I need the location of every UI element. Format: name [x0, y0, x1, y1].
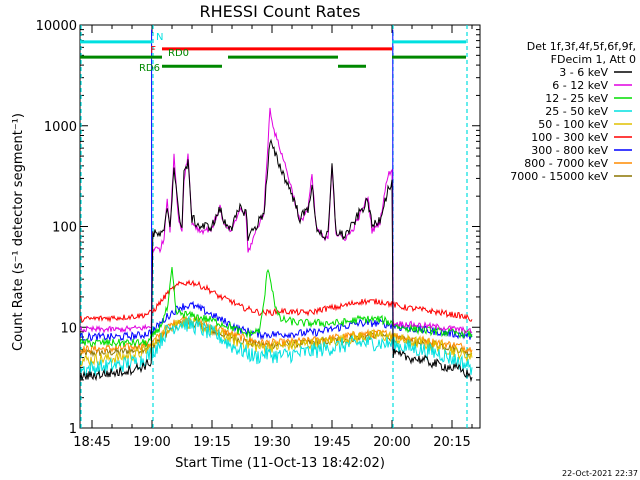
legend: Det 1f,3f,4f,5f,6f,9f,FDecim 1, Att 03 -…: [510, 40, 636, 183]
y-tick-label: 10: [60, 321, 77, 336]
flag-label: N: [156, 32, 163, 43]
flag-label: RD6: [139, 63, 160, 74]
series-line-6-12keV: [80, 107, 473, 335]
y-tick-label: 10000: [36, 19, 77, 34]
flag-label: F: [150, 45, 156, 56]
series-line-50-100keV: [80, 317, 473, 367]
x-tick-label: 20:15: [433, 435, 470, 450]
x-axis-label: Start Time (11-Oct-13 18:42:02): [175, 456, 385, 471]
legend-entry-label: 100 - 300 keV: [531, 131, 608, 144]
x-tick-label: 18:45: [73, 435, 110, 450]
y-axis-label: Count Rate (s⁻¹ detector segment⁻¹): [11, 113, 26, 351]
legend-entry-label: 300 - 800 keV: [531, 144, 608, 157]
footer-date: 22-Oct-2021 22:37: [562, 469, 638, 478]
y-tick-label: 100: [52, 221, 77, 236]
x-tick-label: 19:15: [193, 435, 230, 450]
series-group: [80, 25, 473, 428]
series-line-100-300keV: [80, 279, 473, 324]
legend-header: FDecim 1, Att 0: [551, 53, 636, 66]
legend-entry-label: 50 - 100 keV: [538, 118, 608, 131]
legend-entry-label: 3 - 6 keV: [559, 66, 608, 79]
series-line-3-6keV: [80, 138, 473, 383]
flag-label: RD0: [168, 48, 189, 59]
legend-entry-label: 800 - 7000 keV: [524, 157, 608, 170]
y-tick-label: 1: [69, 422, 77, 437]
x-tick-label: 19:30: [253, 435, 290, 450]
legend-entry-label: 7000 - 15000 keV: [510, 170, 608, 183]
plot-area: 1 10 100 1000 10000 18:45 19:00 19:15 19:30 19:45…: [36, 19, 481, 450]
legend-entry-label: 12 - 25 keV: [545, 92, 608, 105]
legend-entry-label: 6 - 12 keV: [552, 79, 608, 92]
series-line-12-25keV: [80, 267, 473, 349]
x-tick-label: 20:00: [373, 435, 410, 450]
legend-entry-label: 25 - 50 keV: [545, 105, 608, 118]
x-tick-label: 19:00: [133, 435, 170, 450]
x-tick-label: 19:45: [313, 435, 350, 450]
y-tick-label: 1000: [44, 120, 77, 135]
chart-title: RHESSI Count Rates: [200, 2, 361, 21]
legend-header: Det 1f,3f,4f,5f,6f,9f,: [527, 40, 636, 53]
